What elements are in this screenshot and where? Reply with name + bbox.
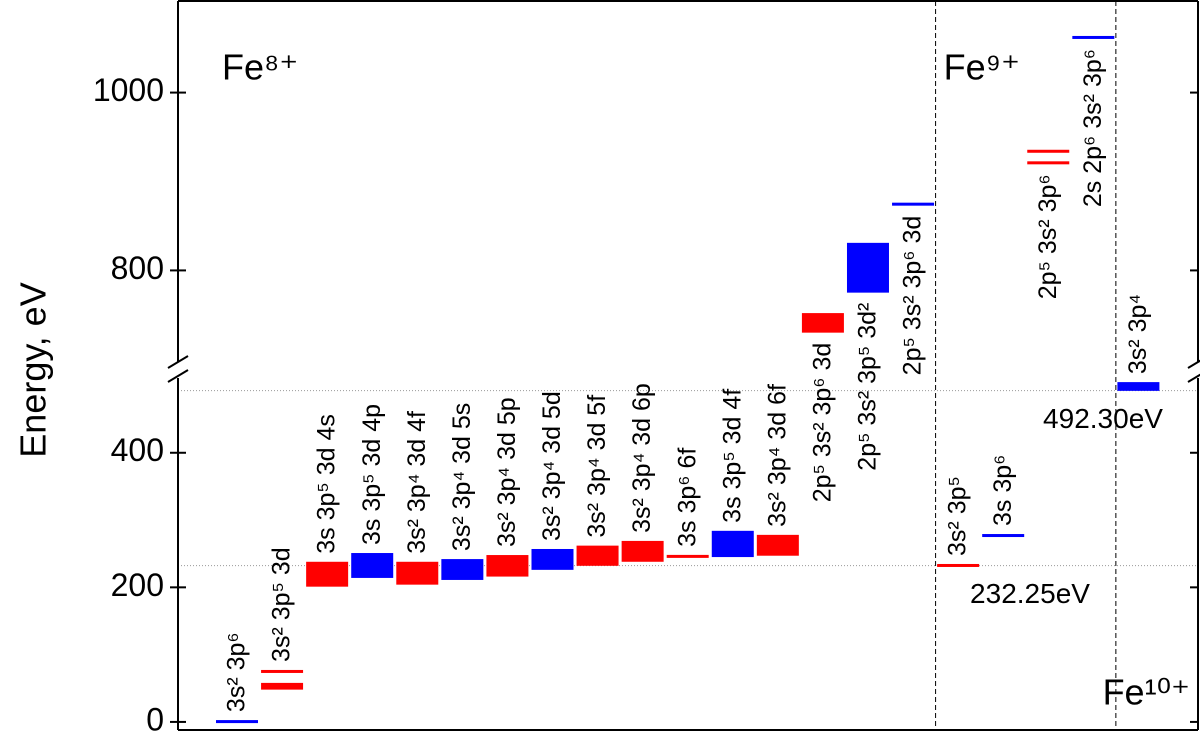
config-label: 2s 2p⁶ 3s² 3p⁶ xyxy=(1079,49,1107,207)
energy-level xyxy=(261,669,304,673)
energy-level xyxy=(1027,149,1070,153)
energy-level xyxy=(531,548,574,570)
ion-label: Fe¹⁰⁺ xyxy=(1103,672,1190,713)
energy-level xyxy=(666,554,709,558)
axis-break xyxy=(167,355,189,383)
config-label: 3s² 3p⁴ xyxy=(1124,294,1152,374)
config-label: 3s² 3p⁵ xyxy=(944,476,972,556)
config-label: 2p⁵ 3s² 3p⁶ 3d xyxy=(899,216,927,376)
energy-level xyxy=(1027,161,1070,165)
y-tick-label: 800 xyxy=(111,250,164,286)
energy-level xyxy=(756,534,799,556)
energy-level xyxy=(892,202,935,206)
config-label: 3s² 3p⁴ 3d 5p xyxy=(493,397,521,547)
y-tick-label: 1000 xyxy=(93,72,164,108)
config-label: 3s 3p⁵ 3d 4p xyxy=(358,404,386,545)
ion-label: Fe⁸⁺ xyxy=(222,47,298,88)
y-tick-label: 200 xyxy=(111,567,164,603)
energy-level xyxy=(1117,382,1160,391)
reference-label: 492.30eV xyxy=(1043,403,1163,434)
config-label: 2p⁵ 3s² 3p⁶ 3d xyxy=(809,343,837,503)
config-label: 3s² 3p⁴ 3d 5d xyxy=(538,391,566,541)
energy-level xyxy=(1072,35,1115,39)
energy-level xyxy=(801,313,844,333)
energy-level xyxy=(937,563,980,567)
config-label: 3s² 3p⁶ xyxy=(223,632,251,712)
axis-break xyxy=(1187,359,1200,383)
energy-level xyxy=(576,545,619,566)
energy-level xyxy=(216,720,258,724)
axis-frame xyxy=(177,0,1199,731)
config-label: 3s² 3p⁵ 3d xyxy=(268,547,296,662)
energy-level xyxy=(441,559,484,580)
energy-level xyxy=(711,530,754,558)
y-tick-label: 400 xyxy=(111,432,164,468)
config-label: 3s² 3p⁴ 3d 4f xyxy=(403,411,431,554)
energy-level xyxy=(351,553,394,578)
energy-level xyxy=(621,540,664,562)
config-label: 3s 3p⁵ 3d 4f xyxy=(718,389,746,523)
config-label: 3s² 3p⁴ 3d 5s xyxy=(448,403,476,551)
config-label: 3s 3p⁵ 3d 4s xyxy=(313,414,341,554)
config-label: 3s 3p⁶ xyxy=(989,455,1017,526)
energy-level xyxy=(982,534,1025,538)
y-tick-label: 0 xyxy=(146,701,164,736)
config-label: 3s² 3p⁴ 3d 5f xyxy=(583,395,611,538)
config-label: 2p⁵ 3s² 3p⁶ xyxy=(1034,174,1062,299)
energy-level xyxy=(306,561,349,587)
y-axis-label: Energy, eV xyxy=(13,282,54,457)
config-label: 3s 3p⁶ 6f xyxy=(673,448,701,547)
config-label: 3s² 3p⁴ 3d 6f xyxy=(763,384,791,527)
ion-label: Fe⁹⁺ xyxy=(944,47,1020,88)
config-label: 2p⁵ 3s² 3p⁵ 3d² xyxy=(854,303,882,471)
energy-level xyxy=(486,555,529,577)
reference-label: 232.25eV xyxy=(970,578,1090,609)
energy-level xyxy=(846,242,889,293)
energy-level xyxy=(261,682,304,690)
config-label: 3s² 3p⁴ 3d 6p xyxy=(628,383,656,533)
energy-level xyxy=(396,561,439,585)
